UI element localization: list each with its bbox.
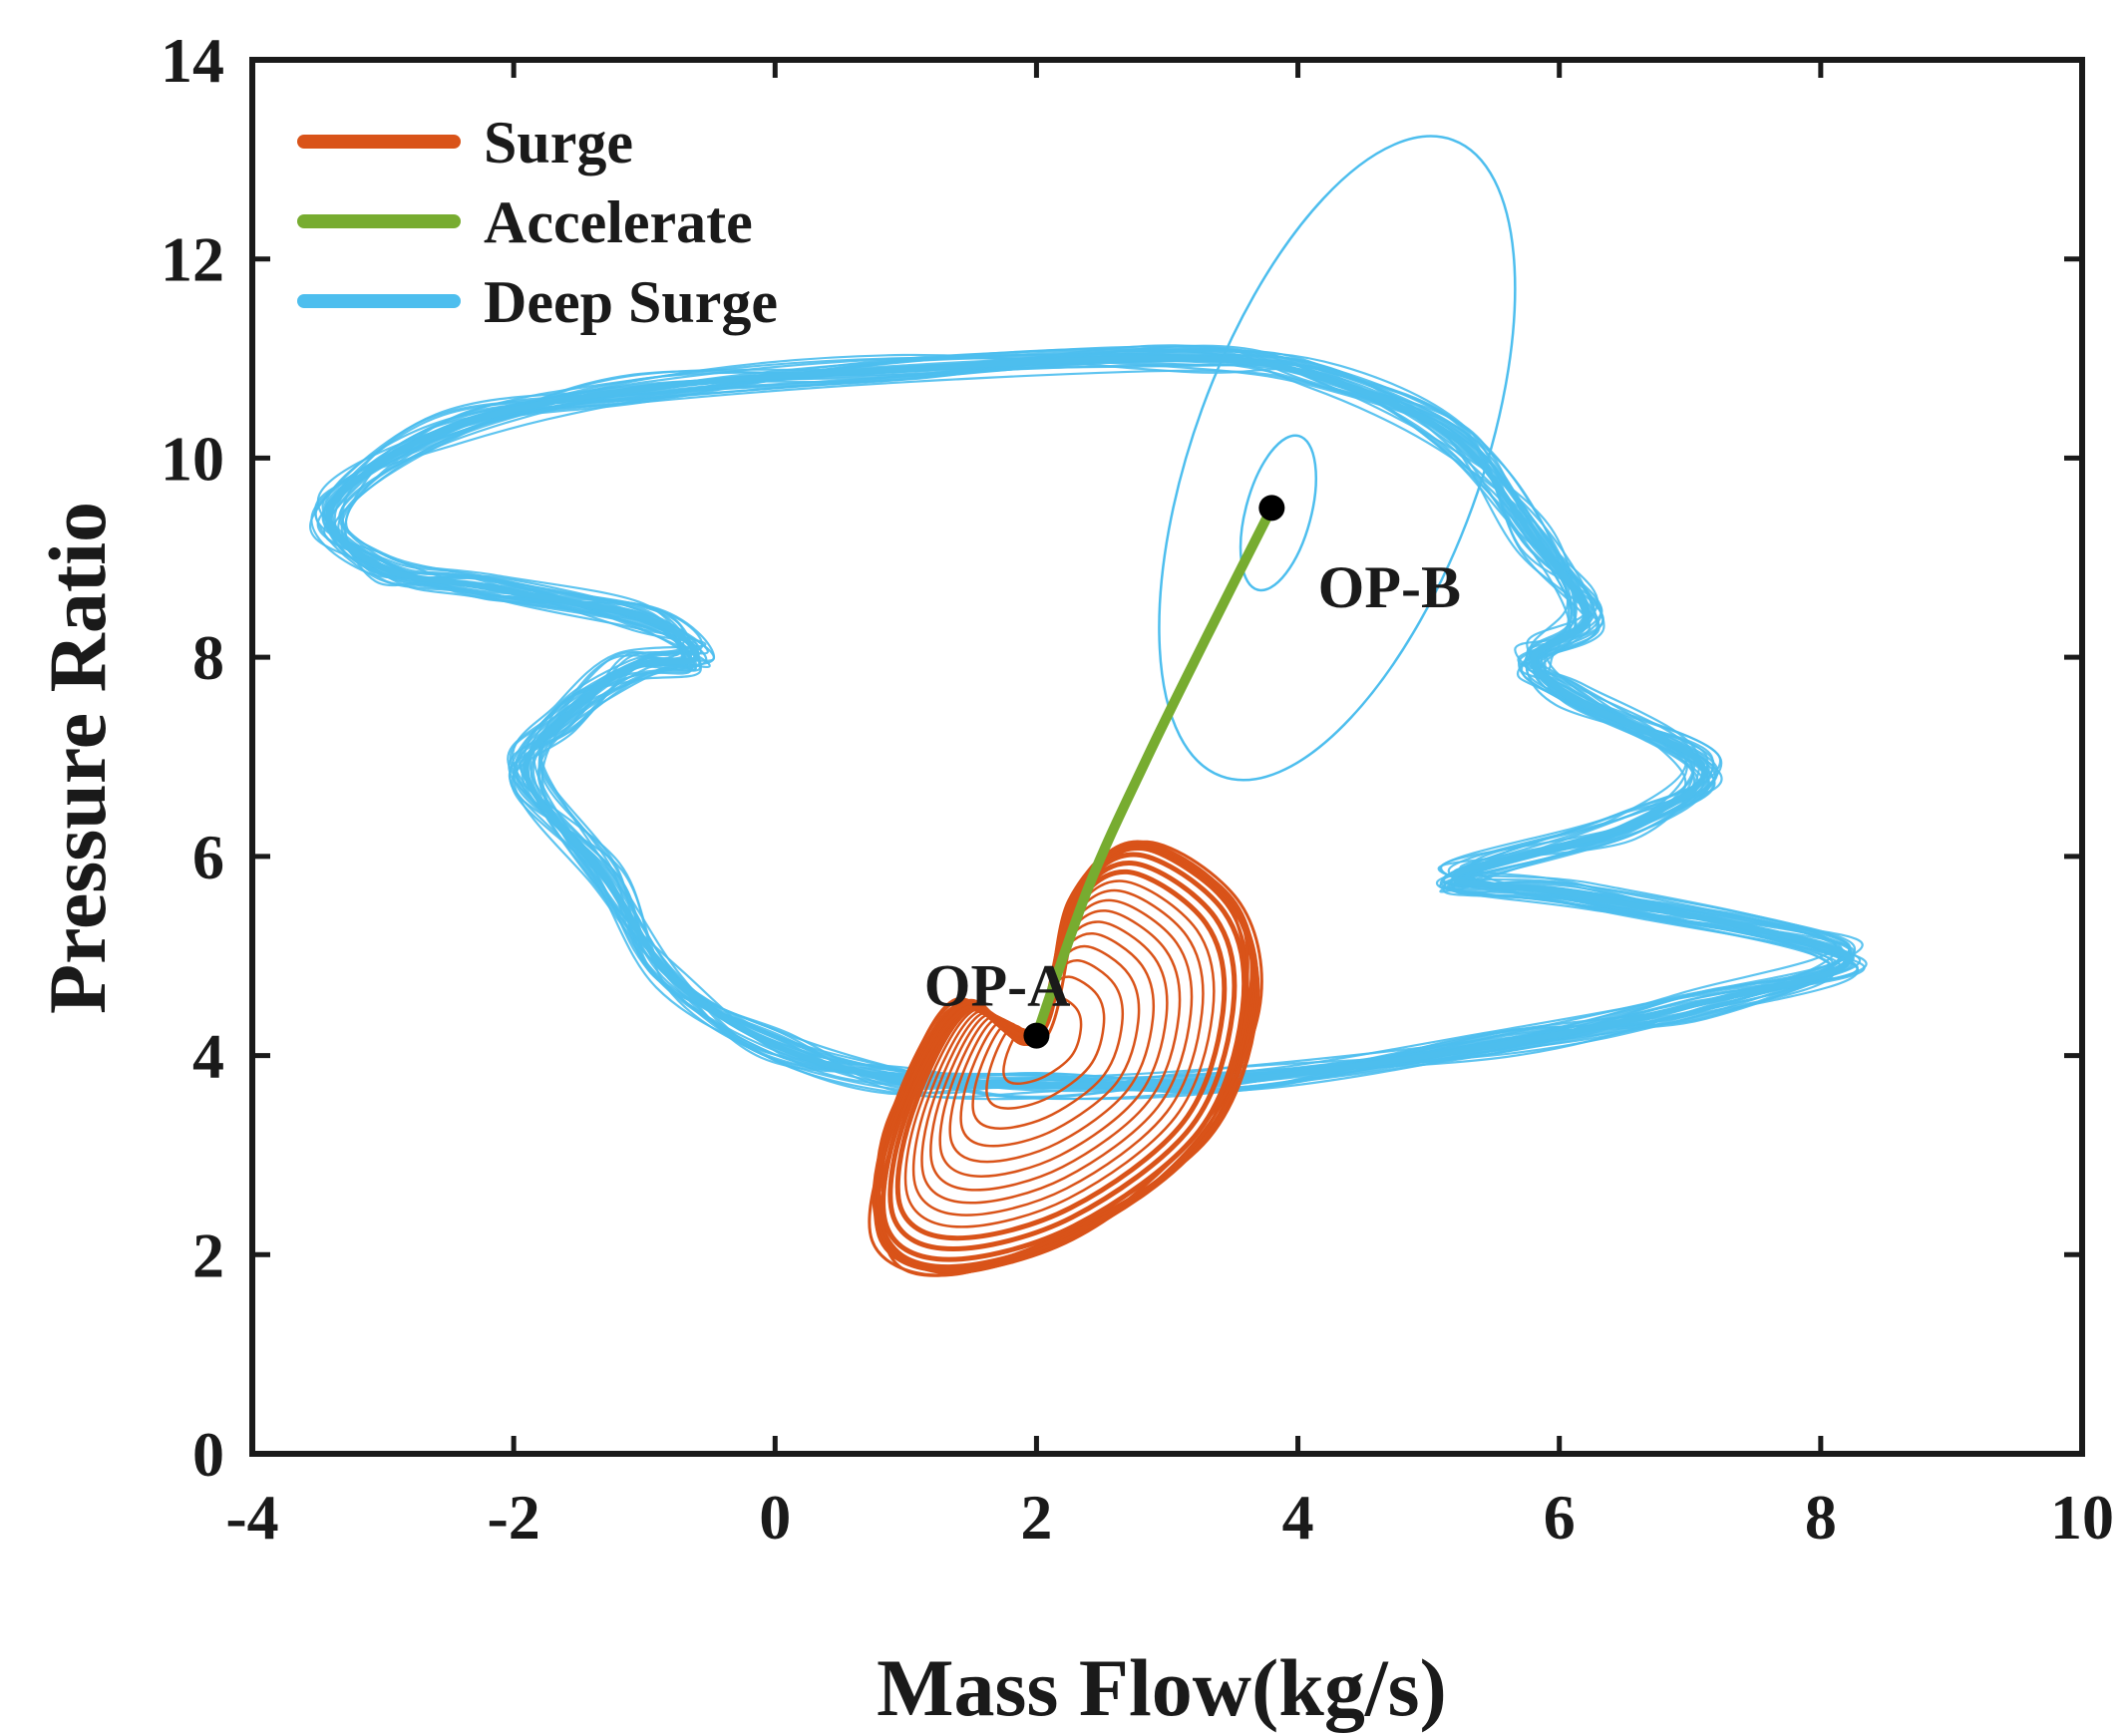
accelerate-line <box>1031 503 1277 1041</box>
y-axis-label: Pressure Ratio <box>32 502 123 1014</box>
x-tick-label: 6 <box>1544 1482 1576 1553</box>
legend: Surge Accelerate Deep Surge <box>297 110 778 335</box>
surge-cycle <box>911 888 1205 1216</box>
surge-cycle <box>985 975 1106 1110</box>
legend-label-deep-surge: Deep Surge <box>484 269 778 335</box>
deep-surge-large-loop <box>1158 135 1517 782</box>
deep-surge-cycle <box>309 363 1864 1093</box>
x-tick-label: 4 <box>1282 1482 1314 1553</box>
operating-point-op-a <box>1023 1022 1050 1049</box>
deep-surge-cycle <box>314 349 1852 1082</box>
surge-cycle <box>959 944 1141 1148</box>
deep-surge-cycle <box>340 359 1836 1095</box>
deep-surge-line <box>325 355 1852 1089</box>
deep-surge-cycle <box>325 353 1847 1099</box>
points-layer <box>1023 495 1285 1049</box>
y-tick-label: 0 <box>192 1419 224 1490</box>
deep-surge-inner-ring <box>1239 434 1317 592</box>
annotation-op-b: OP-B <box>1318 554 1461 620</box>
deep-surge-cycle <box>316 359 1835 1088</box>
surge-cycle <box>938 920 1169 1178</box>
legend-label-surge: Surge <box>484 110 633 175</box>
x-tick-label: -4 <box>225 1482 278 1553</box>
x-tick-label: 8 <box>1805 1482 1837 1553</box>
x-axis-label: Mass Flow(kg/s) <box>877 1642 1447 1733</box>
y-tick-label: 12 <box>161 224 224 295</box>
plot-frame <box>249 57 2085 1457</box>
deep-surge-cycle <box>326 353 1856 1086</box>
y-tick-label: 14 <box>161 25 224 96</box>
x-tick-label: 10 <box>2050 1482 2114 1553</box>
y-tick-label: 4 <box>192 1021 224 1092</box>
x-tick-label: 0 <box>759 1482 791 1553</box>
x-tick-label: 2 <box>1020 1482 1052 1553</box>
y-tick-label: 8 <box>192 622 224 693</box>
x-tick-label: -2 <box>487 1482 539 1553</box>
surge-cycle <box>894 868 1228 1241</box>
surge-cycle <box>971 959 1125 1130</box>
legend-label-accelerate: Accelerate <box>484 189 753 255</box>
y-tick-label: 2 <box>192 1219 224 1290</box>
surge-cycle <box>948 932 1156 1164</box>
operating-point-op-b <box>1258 495 1285 521</box>
labels-layer: -4 -2 0 2 4 6 8 10 0 2 4 6 8 10 12 14 OP-A OP-B <box>161 25 2114 1553</box>
y-tick-label: 10 <box>161 423 224 494</box>
surge-cycle <box>929 909 1182 1192</box>
surge-cycle-outer <box>876 840 1263 1269</box>
curves-layer <box>309 135 1868 1277</box>
surge-cycle <box>920 898 1194 1205</box>
y-tick-label: 6 <box>192 822 224 892</box>
surge-cycle <box>903 879 1216 1228</box>
surge-cycle <box>887 861 1238 1252</box>
surge-cycle-outer <box>868 846 1260 1277</box>
annotation-op-a: OP-A <box>924 953 1071 1019</box>
